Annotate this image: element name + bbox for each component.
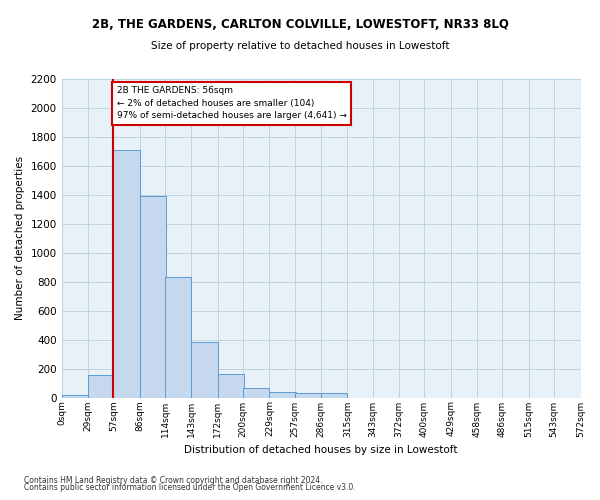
- Bar: [295, 394, 321, 398]
- Bar: [218, 374, 244, 398]
- Text: Contains public sector information licensed under the Open Government Licence v3: Contains public sector information licen…: [24, 484, 356, 492]
- Bar: [165, 278, 191, 398]
- Text: Size of property relative to detached houses in Lowestoft: Size of property relative to detached ho…: [151, 41, 449, 51]
- Bar: [140, 196, 166, 398]
- Text: 2B THE GARDENS: 56sqm
← 2% of detached houses are smaller (104)
97% of semi-deta: 2B THE GARDENS: 56sqm ← 2% of detached h…: [117, 86, 347, 120]
- Bar: [243, 388, 269, 398]
- Bar: [191, 342, 218, 398]
- Bar: [88, 375, 114, 398]
- X-axis label: Distribution of detached houses by size in Lowestoft: Distribution of detached houses by size …: [184, 445, 458, 455]
- Text: Contains HM Land Registry data © Crown copyright and database right 2024.: Contains HM Land Registry data © Crown c…: [24, 476, 323, 485]
- Bar: [113, 150, 140, 398]
- Text: 2B, THE GARDENS, CARLTON COLVILLE, LOWESTOFT, NR33 8LQ: 2B, THE GARDENS, CARLTON COLVILLE, LOWES…: [92, 18, 508, 30]
- Bar: [62, 396, 88, 398]
- Bar: [269, 392, 296, 398]
- Y-axis label: Number of detached properties: Number of detached properties: [15, 156, 25, 320]
- Bar: [321, 394, 347, 398]
